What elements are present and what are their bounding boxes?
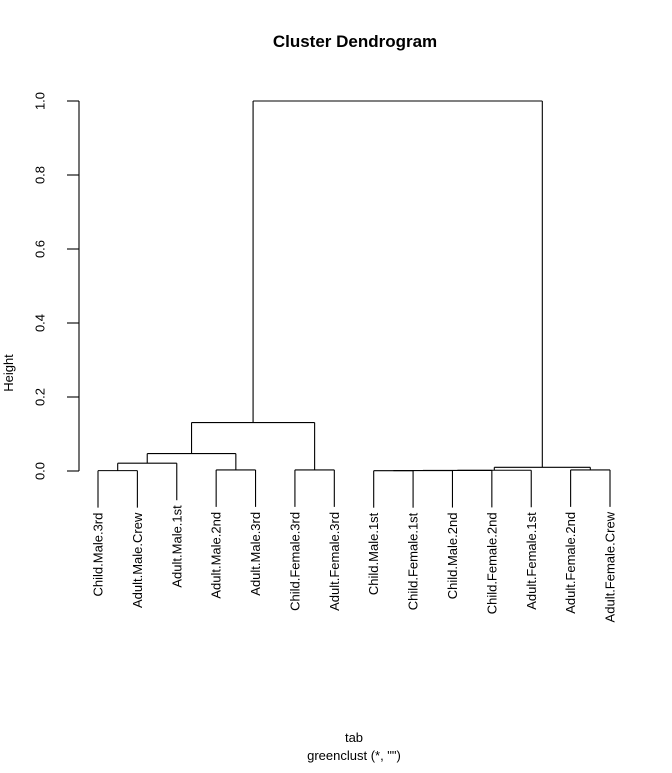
- leaf-label: Child.Male.2nd: [445, 513, 460, 600]
- leaf-label: Adult.Female.2nd: [563, 512, 578, 614]
- leaf-label: Adult.Male.3rd: [248, 512, 263, 596]
- y-tick-label: 0.4: [33, 314, 48, 332]
- plot-title: Cluster Dendrogram: [273, 32, 437, 51]
- leaf-label: Adult.Female.1st: [524, 512, 539, 610]
- leaf-label: Child.Male.1st: [366, 512, 381, 595]
- y-tick-label: 0.0: [33, 462, 48, 480]
- leaf-label: Adult.Male.2nd: [209, 512, 224, 599]
- leaf-label: Child.Female.1st: [406, 512, 421, 610]
- y-tick-label: 0.2: [33, 388, 48, 406]
- y-axis: 0.0 0.2 0.4 0.6 0.8 1.0: [33, 92, 80, 480]
- x-axis-caption-line2: greenclust (*, ""): [307, 748, 401, 763]
- leaf-labels: Child.Male.3rd Adult.Male.Crew Adult.Male.…: [91, 505, 618, 623]
- leaf-label: Child.Female.3rd: [287, 512, 302, 611]
- dendrogram-tree: [97, 100, 611, 508]
- leaf-label: Adult.Female.3rd: [327, 512, 342, 611]
- y-tick-label: 0.8: [33, 166, 48, 184]
- leaf-label: Child.Female.2nd: [484, 512, 499, 614]
- leaf-label: Adult.Female.Crew: [603, 511, 618, 622]
- y-tick-label: 1.0: [33, 92, 48, 110]
- leaf-label: Adult.Male.Crew: [130, 512, 145, 608]
- y-axis-label: Height: [1, 354, 16, 392]
- x-axis-caption-line1: tab: [345, 730, 363, 745]
- y-tick-label: 0.6: [33, 240, 48, 258]
- leaf-label: Adult.Male.1st: [169, 505, 184, 588]
- leaf-label: Child.Male.3rd: [91, 513, 106, 597]
